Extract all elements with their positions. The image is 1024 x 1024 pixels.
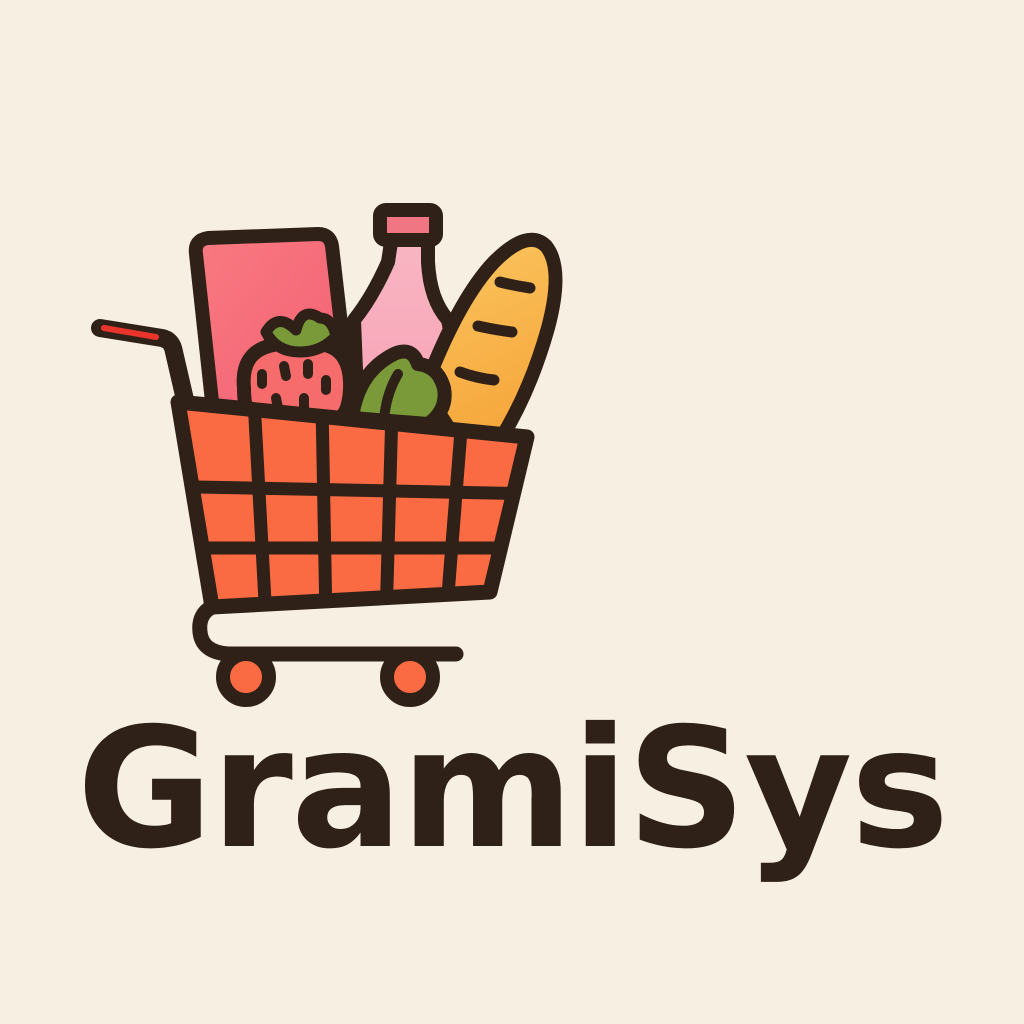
strawberry-icon (236, 308, 358, 425)
brand-name: GramiSys (76, 693, 950, 886)
cart-handle-icon (91, 319, 195, 413)
cart-frame-icon (192, 599, 464, 662)
baguette-icon (417, 232, 563, 447)
cart-wheels-icon (216, 647, 440, 707)
cart-basket-icon (170, 394, 535, 615)
